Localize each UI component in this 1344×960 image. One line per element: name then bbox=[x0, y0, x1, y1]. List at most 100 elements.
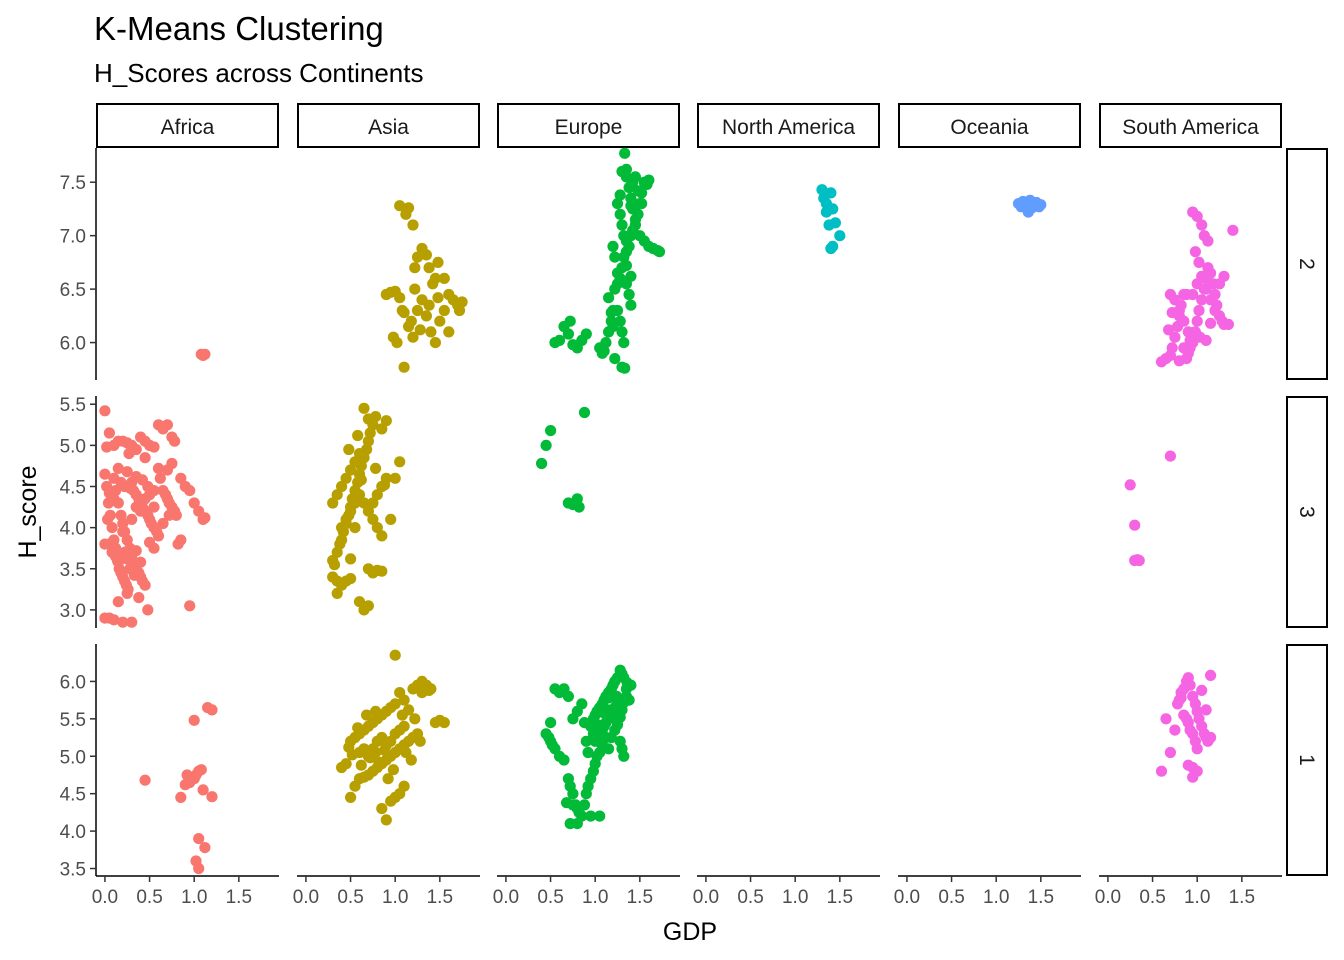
data-point bbox=[340, 472, 352, 484]
data-point bbox=[562, 328, 575, 340]
data-point bbox=[629, 214, 642, 226]
data-point bbox=[816, 184, 828, 196]
data-point bbox=[425, 326, 437, 338]
x-tick-label: 1.5 bbox=[427, 887, 453, 908]
data-point bbox=[429, 337, 441, 349]
strip-label: North America bbox=[722, 116, 855, 139]
data-point bbox=[1169, 294, 1181, 306]
data-point bbox=[414, 735, 426, 747]
data-point bbox=[361, 709, 373, 721]
data-point bbox=[571, 818, 583, 830]
x-tick-label: 1.5 bbox=[627, 887, 653, 908]
data-point bbox=[106, 522, 118, 534]
data-point bbox=[1205, 731, 1217, 744]
data-point bbox=[184, 485, 196, 497]
data-point bbox=[169, 435, 181, 447]
data-point bbox=[580, 735, 592, 747]
data-point bbox=[562, 690, 575, 703]
x-tick-label: 1.5 bbox=[1028, 887, 1054, 908]
data-point bbox=[619, 147, 631, 159]
panel-asia-row-1 bbox=[336, 649, 450, 826]
data-point bbox=[611, 267, 624, 279]
data-point bbox=[1191, 743, 1203, 755]
chart-subtitle: H_Scores across Continents bbox=[94, 58, 424, 88]
data-point bbox=[371, 489, 383, 501]
data-point bbox=[1193, 256, 1205, 268]
data-point bbox=[609, 353, 621, 365]
data-point bbox=[345, 573, 357, 585]
data-point bbox=[411, 251, 424, 263]
data-point bbox=[1193, 304, 1205, 317]
data-point bbox=[587, 728, 600, 740]
data-point bbox=[385, 513, 397, 526]
y-tick-label: 7.5 bbox=[60, 173, 86, 194]
data-point bbox=[429, 272, 441, 284]
strip-label: South America bbox=[1122, 116, 1259, 139]
data-point bbox=[823, 219, 835, 231]
data-point bbox=[117, 526, 129, 538]
data-point bbox=[336, 522, 348, 534]
data-point bbox=[358, 402, 370, 414]
data-point bbox=[423, 684, 435, 697]
data-point bbox=[434, 315, 446, 327]
data-point bbox=[578, 406, 591, 419]
data-point bbox=[827, 240, 839, 252]
data-point bbox=[195, 764, 207, 776]
data-point bbox=[1202, 235, 1214, 247]
x-tick-label: 0.0 bbox=[92, 887, 118, 908]
data-point bbox=[1184, 334, 1196, 346]
data-point bbox=[123, 448, 135, 460]
data-point bbox=[1184, 679, 1196, 691]
x-tick-label: 0.5 bbox=[737, 887, 763, 908]
data-point bbox=[1166, 307, 1178, 319]
y-tick-label: 3.0 bbox=[60, 601, 86, 622]
data-point bbox=[389, 472, 401, 484]
data-point bbox=[370, 746, 382, 759]
data-point bbox=[394, 200, 406, 212]
y-tick-label: 6.0 bbox=[60, 672, 86, 693]
panel-asia-row-3 bbox=[327, 402, 406, 616]
data-point bbox=[614, 208, 626, 220]
y-axis-row-2: 6.0 6.5 7.0 7.5 bbox=[60, 148, 97, 380]
data-point bbox=[1205, 669, 1217, 682]
data-point bbox=[103, 487, 115, 499]
data-point bbox=[614, 189, 626, 201]
row-strip-label: 3 bbox=[1295, 506, 1318, 518]
data-point bbox=[362, 413, 374, 425]
data-point bbox=[378, 744, 391, 756]
data-point bbox=[327, 497, 339, 509]
data-point bbox=[343, 741, 355, 753]
data-point bbox=[1205, 267, 1217, 279]
data-point bbox=[598, 345, 610, 357]
row-strip-3: 3 bbox=[1286, 396, 1328, 628]
data-point bbox=[376, 423, 388, 435]
data-point bbox=[108, 614, 120, 626]
data-point bbox=[166, 457, 178, 470]
data-point bbox=[1035, 199, 1047, 211]
x-tick-label: 0.0 bbox=[894, 887, 920, 908]
data-point bbox=[331, 489, 343, 501]
panel-south-america-row-2 bbox=[1155, 206, 1239, 368]
data-point bbox=[175, 534, 187, 546]
data-point bbox=[567, 788, 579, 800]
strip-asia: Asia bbox=[297, 103, 480, 148]
data-point bbox=[407, 331, 419, 343]
data-point bbox=[414, 324, 426, 336]
data-point bbox=[1205, 317, 1217, 329]
data-point bbox=[1222, 318, 1234, 330]
data-point bbox=[1196, 219, 1208, 231]
data-point bbox=[443, 326, 455, 338]
x-tick-label: 0.0 bbox=[293, 887, 319, 908]
row-strips: 2 3 1 bbox=[1286, 148, 1328, 876]
x-axis-south-america: 0.0 0.5 1.0 1.5 bbox=[1095, 875, 1282, 908]
data-point bbox=[175, 791, 187, 804]
y-tick-label: 5.5 bbox=[60, 395, 86, 416]
data-point bbox=[636, 198, 648, 210]
x-tick-label: 1.0 bbox=[983, 887, 1009, 908]
data-point bbox=[362, 505, 374, 517]
data-point bbox=[101, 441, 113, 453]
y-tick-label: 4.0 bbox=[60, 519, 86, 540]
data-point bbox=[380, 814, 392, 826]
data-point bbox=[380, 415, 392, 427]
